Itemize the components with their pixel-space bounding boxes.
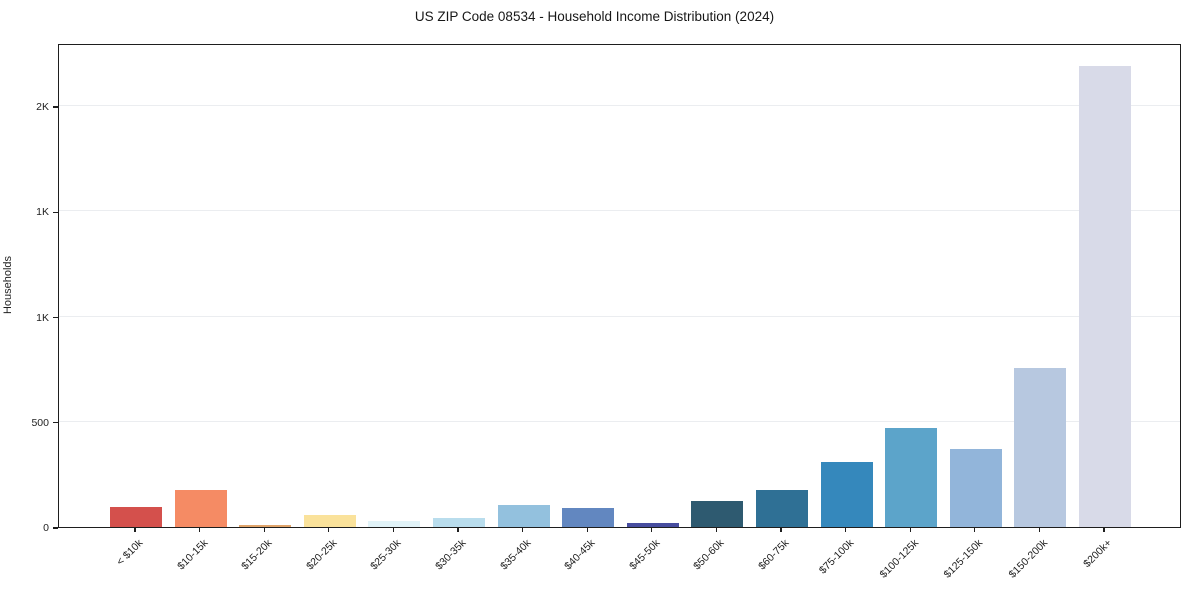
y-tick-label: 1K [36, 206, 49, 219]
y-tick-label: 1K [36, 311, 49, 324]
y-tick-mark [53, 422, 58, 424]
bar-$125-150k [949, 449, 1002, 527]
x-tick-mark [392, 527, 395, 532]
x-tick-label: $15-20k [239, 537, 275, 573]
bar-$25-30k [368, 521, 421, 527]
x-tick-mark [1103, 527, 1105, 532]
y-tick-label: 500 [31, 416, 49, 429]
x-tick-mark [198, 527, 201, 532]
bar-$10-15k [174, 489, 227, 527]
y-tick-mark [53, 106, 58, 108]
x-tick-label: $200k+ [1081, 537, 1115, 571]
y-tick-mark [53, 527, 58, 529]
x-tick-label: $45-50k [626, 537, 663, 573]
x-tick-mark [1038, 527, 1041, 532]
x-tick-mark [586, 527, 588, 532]
x-tick-mark [651, 527, 653, 532]
y-tick-mark [53, 211, 58, 214]
x-tick-label: $20-25k [303, 537, 340, 573]
x-tick-label: $10-15k [174, 537, 211, 573]
x-tick-mark [974, 527, 976, 532]
gridline [59, 210, 1180, 212]
plot-area [58, 44, 1181, 528]
x-tick-label: $100-125k [877, 537, 921, 581]
bar-$45-50k [626, 522, 679, 527]
gridline [59, 420, 1180, 422]
x-tick-label: $75-100k [816, 537, 857, 577]
x-tick-mark [328, 527, 330, 532]
x-tick-mark [457, 527, 459, 532]
bar-$200k+ [1079, 65, 1131, 527]
bar-$35-40k [497, 505, 550, 527]
x-tick-label: $35-40k [497, 537, 534, 573]
x-tick-label: $150-200k [1006, 537, 1050, 581]
x-tick-mark [263, 527, 265, 532]
y-tick-mark [53, 316, 58, 319]
bar-$75-100k [820, 461, 873, 527]
bar-$150-200k [1014, 368, 1067, 527]
x-tick-label: $40-45k [562, 537, 598, 573]
x-tick-mark [521, 527, 524, 532]
y-tick-label: 0 [43, 522, 49, 534]
x-tick-label: $50-60k [691, 537, 727, 573]
x-tick-label: $60-75k [756, 537, 792, 573]
bar-$100-125k [885, 428, 938, 527]
x-tick-label: $25-30k [368, 537, 404, 573]
x-tick-mark [715, 527, 718, 532]
gridline [59, 315, 1180, 317]
x-tick-mark [844, 527, 847, 532]
y-tick-label: 2K [36, 101, 49, 114]
x-tick-mark [134, 527, 136, 532]
y-axis-label: Households [2, 255, 14, 315]
bar-$50-60k [691, 501, 744, 527]
bar-$60-75k [756, 490, 808, 527]
bar-$15-20k [239, 524, 292, 527]
x-tick-label: $30-35k [433, 537, 469, 573]
chart-title: US ZIP Code 08534 - Household Income Dis… [414, 9, 775, 24]
bar-$40-45k [562, 508, 615, 527]
x-tick-mark [780, 527, 782, 532]
bar-$30-35k [433, 518, 485, 527]
x-tick-label: $125-150k [941, 537, 986, 581]
bar-< $10k [110, 507, 162, 527]
gridline [59, 105, 1180, 107]
x-tick-mark [909, 527, 911, 532]
bar-$20-25k [303, 515, 356, 527]
x-tick-label: < $10k [114, 537, 146, 568]
